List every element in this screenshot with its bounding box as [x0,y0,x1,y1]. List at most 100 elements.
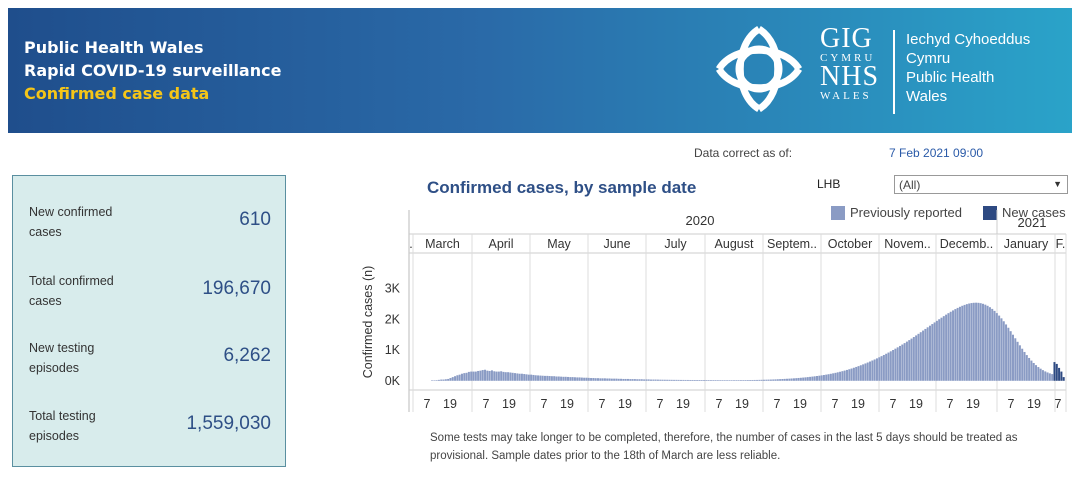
bar-previous [689,379,692,381]
kpi-value: 1,559,030 [186,413,271,434]
data-correct-label: Data correct as of: [694,146,793,160]
bar-previous [601,378,604,381]
bar-previous [555,376,558,381]
day-tick-label: 7 [424,397,431,411]
bar-previous [822,374,825,381]
bar-previous [882,354,885,381]
bar-previous [608,378,611,381]
bar-previous [486,370,489,381]
bar-previous [749,380,752,381]
month-label: F. [1056,237,1066,251]
header-org-name: Public Health Wales [24,38,204,57]
month-label: May [547,237,571,251]
bar-previous [799,377,802,381]
day-tick-label: 7 [541,397,548,411]
bar-previous [968,303,971,381]
bar-previous [691,379,694,381]
bar-previous [587,377,590,381]
bar-previous [885,353,888,381]
bar-previous [585,377,588,381]
bar-previous [952,310,955,381]
day-tick-label: 7 [774,397,781,411]
logo-divider [893,30,895,114]
bar-previous [1051,374,1054,381]
bar-previous [956,307,959,381]
bar-previous [792,378,795,381]
y-tick-label: 0K [385,374,401,388]
y-tick-label: 3K [385,282,401,296]
bar-previous [502,371,505,381]
bar-previous [647,379,650,381]
bar-previous [454,376,457,381]
bar-previous [576,377,579,381]
day-tick-label: 7 [832,397,839,411]
chevron-down-icon[interactable]: ▼ [1053,179,1062,189]
bar-previous [813,376,816,381]
bar-previous [578,377,581,381]
legend-swatch-previous[interactable] [831,206,845,220]
bar-previous [470,371,473,381]
bar-previous [864,363,867,381]
bar-previous [673,379,676,381]
kpi-panel: New confirmed cases 610 Total confirmed … [12,175,286,467]
month-label: Decemb.. [940,237,994,251]
bar-previous [479,370,482,381]
bar-previous [825,374,828,381]
bar-previous [698,380,701,381]
bar-previous [984,304,987,381]
y-axis-label: Confirmed cases (n) [361,266,375,379]
org-line: Public Health [906,69,995,86]
bar-previous [850,368,853,381]
bar-previous [613,378,616,381]
bar-previous [490,370,493,381]
bar-previous [484,369,487,381]
bar-previous [988,307,991,381]
bar-previous [548,376,551,381]
lhb-select[interactable]: (All) ▼ [894,175,1068,194]
bar-previous [776,379,779,381]
bar-previous [723,380,726,381]
bar-previous [862,364,865,381]
bar-previous [767,379,770,381]
legend-swatch-new[interactable] [983,206,997,220]
bar-previous [894,348,897,381]
bar-previous [530,374,533,381]
legend-label-new[interactable]: New cases [1002,205,1066,220]
bar-previous [481,370,484,381]
bar-previous [537,375,540,381]
bar-previous [935,320,938,381]
bar-previous [1014,338,1017,381]
bar-previous [977,302,980,381]
bar-previous [539,375,542,381]
bar-previous [1032,362,1035,381]
bar-previous [993,310,996,381]
bar-previous [878,357,881,381]
org-line: Wales [906,88,948,105]
bar-previous [892,350,895,381]
bar-previous [615,378,618,381]
bar-previous [1023,351,1026,381]
bar-previous [495,371,498,381]
bar-previous [590,378,593,381]
bar-previous [564,376,567,381]
bar-previous [779,379,782,381]
bar-previous [986,305,989,381]
bar-previous [857,366,860,381]
legend-label-previous[interactable]: Previously reported [850,205,962,220]
bar-previous [451,377,454,381]
month-label: October [828,237,872,251]
kpi-label: Total confirmed cases [29,274,114,308]
bar-previous [622,378,625,381]
month-label: April [488,237,513,251]
chart-title: Confirmed cases, by sample date [427,178,697,197]
bar-previous [804,377,807,381]
bar-previous [557,376,560,381]
day-tick-label: 19 [560,397,574,411]
bar-previous [703,380,706,381]
bar-previous [659,379,662,381]
lhb-select-value: (All) [899,178,921,192]
month-label: August [715,237,754,251]
bar-previous [686,379,689,381]
bar-previous [924,328,927,381]
